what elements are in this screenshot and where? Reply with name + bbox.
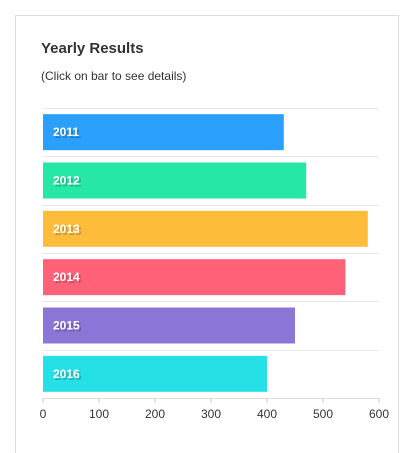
x-tick-label: 200 — [145, 407, 165, 421]
bar-label-shadow: 2014 — [55, 272, 82, 286]
bar-label-shadow: 2011 — [55, 127, 81, 141]
bar-2014[interactable] — [43, 259, 346, 296]
x-tick-label: 600 — [369, 407, 389, 421]
x-tick-label: 500 — [313, 407, 333, 421]
bar-label-2014: 2014 — [53, 270, 80, 284]
bar-2011[interactable] — [43, 114, 284, 151]
bar-label-2013: 2013 — [53, 222, 80, 236]
x-tick-label: 0 — [40, 407, 47, 421]
bar-label-2016: 2016 — [53, 367, 80, 381]
bar-label-shadow: 2013 — [55, 224, 82, 238]
x-tick-label: 300 — [201, 407, 221, 421]
x-tick-label: 100 — [89, 407, 109, 421]
bar-label-shadow: 2015 — [55, 321, 82, 335]
bar-2016[interactable] — [43, 355, 267, 392]
x-axis: 0 100 200 300 400 500 600 — [40, 398, 389, 421]
bar-2013[interactable] — [43, 210, 368, 247]
x-tick-label: 400 — [257, 407, 277, 421]
chart-bars: 2011201120122012201320132014201420152015… — [43, 114, 368, 392]
chart-subtitle: (Click on bar to see details) — [41, 69, 187, 83]
bar-label-2012: 2012 — [53, 174, 80, 188]
bar-2015[interactable] — [43, 307, 295, 344]
bar-label-2011: 2011 — [53, 125, 79, 139]
chart-gridlines — [43, 108, 379, 399]
bar-label-shadow: 2016 — [55, 369, 82, 383]
chart-title: Yearly Results — [41, 40, 144, 57]
bar-label-2015: 2015 — [53, 319, 80, 333]
bar-2012[interactable] — [43, 162, 307, 199]
bar-label-shadow: 2012 — [55, 176, 82, 190]
